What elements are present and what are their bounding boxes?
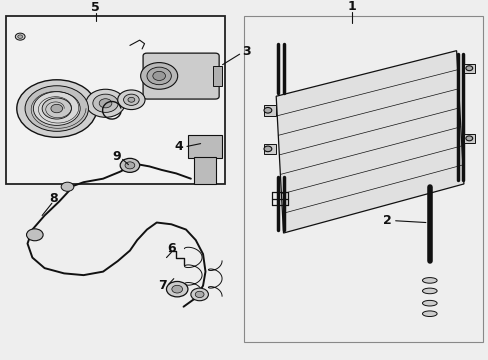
Text: 1: 1 bbox=[346, 0, 355, 13]
Circle shape bbox=[465, 66, 472, 71]
Bar bbox=[188, 135, 221, 158]
FancyBboxPatch shape bbox=[143, 53, 219, 99]
Circle shape bbox=[123, 94, 139, 105]
Bar bbox=[5, 15, 224, 184]
Circle shape bbox=[15, 33, 25, 40]
Circle shape bbox=[147, 67, 171, 85]
Circle shape bbox=[25, 86, 88, 131]
Bar bbox=[194, 157, 215, 184]
Circle shape bbox=[166, 282, 187, 297]
Circle shape bbox=[93, 94, 118, 112]
Circle shape bbox=[42, 98, 71, 119]
Circle shape bbox=[26, 229, 43, 241]
Circle shape bbox=[18, 35, 22, 39]
Ellipse shape bbox=[422, 288, 436, 294]
Circle shape bbox=[125, 162, 135, 169]
Circle shape bbox=[33, 92, 80, 125]
Text: 2: 2 bbox=[382, 214, 391, 227]
Circle shape bbox=[17, 80, 97, 137]
Text: 6: 6 bbox=[167, 242, 175, 255]
Bar bbox=[463, 134, 474, 143]
Bar bbox=[264, 105, 276, 116]
Circle shape bbox=[51, 104, 62, 113]
Circle shape bbox=[120, 158, 140, 172]
Ellipse shape bbox=[422, 300, 436, 306]
Text: 9: 9 bbox=[112, 150, 121, 163]
Circle shape bbox=[118, 90, 145, 109]
Bar bbox=[463, 64, 474, 73]
Circle shape bbox=[128, 97, 135, 102]
Circle shape bbox=[465, 136, 472, 141]
Circle shape bbox=[190, 288, 208, 301]
Circle shape bbox=[195, 291, 203, 298]
Text: 5: 5 bbox=[91, 1, 100, 14]
Circle shape bbox=[171, 285, 182, 293]
Bar bbox=[244, 15, 483, 342]
Text: 3: 3 bbox=[242, 45, 251, 58]
Circle shape bbox=[141, 63, 177, 89]
Circle shape bbox=[99, 99, 112, 108]
Circle shape bbox=[153, 71, 165, 81]
Text: 7: 7 bbox=[158, 279, 166, 292]
Circle shape bbox=[86, 89, 125, 117]
Bar bbox=[212, 67, 221, 86]
Ellipse shape bbox=[422, 311, 436, 316]
Ellipse shape bbox=[422, 278, 436, 283]
Circle shape bbox=[264, 146, 271, 152]
Bar bbox=[264, 144, 276, 154]
Circle shape bbox=[61, 182, 74, 191]
Text: 8: 8 bbox=[49, 192, 58, 205]
Circle shape bbox=[264, 108, 271, 113]
Polygon shape bbox=[276, 51, 463, 233]
Text: 4: 4 bbox=[174, 140, 183, 153]
